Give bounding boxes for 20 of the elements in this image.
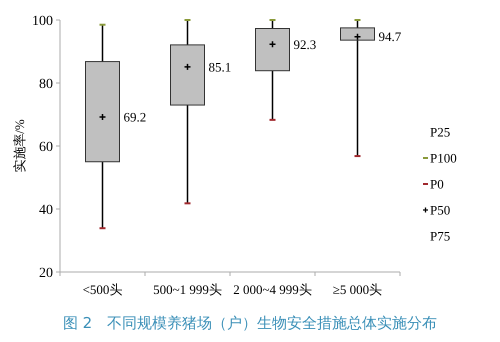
text: 图 2 不同规模养猪场（户）生物安全措施总体实施分布 bbox=[62, 314, 438, 332]
text: P100 bbox=[430, 150, 457, 166]
text: P75 bbox=[430, 228, 450, 244]
text: 85.1 bbox=[208, 59, 232, 74]
text: 94.7 bbox=[378, 29, 402, 44]
x-tick-label: 2 000~4 999头 bbox=[233, 282, 312, 297]
text: P0 bbox=[430, 176, 444, 192]
y-tick-label: 60 bbox=[39, 140, 53, 155]
x-tick-label: <500头 bbox=[82, 282, 122, 297]
text: P25 bbox=[430, 124, 450, 140]
x-tick-label: 500~1 999头 bbox=[153, 282, 222, 297]
text: P50 bbox=[430, 202, 450, 218]
text: 69.2 bbox=[124, 110, 146, 125]
y-tick-label: 100 bbox=[32, 14, 53, 29]
x-tick-label: ≥5 000头 bbox=[332, 282, 382, 297]
text: 92.3 bbox=[294, 36, 316, 52]
y-tick-label: 80 bbox=[39, 76, 53, 92]
y-tick-label: 40 bbox=[39, 202, 53, 218]
y-tick-label: 20 bbox=[39, 266, 53, 281]
y-axis-title: 实施率/% bbox=[12, 119, 27, 173]
